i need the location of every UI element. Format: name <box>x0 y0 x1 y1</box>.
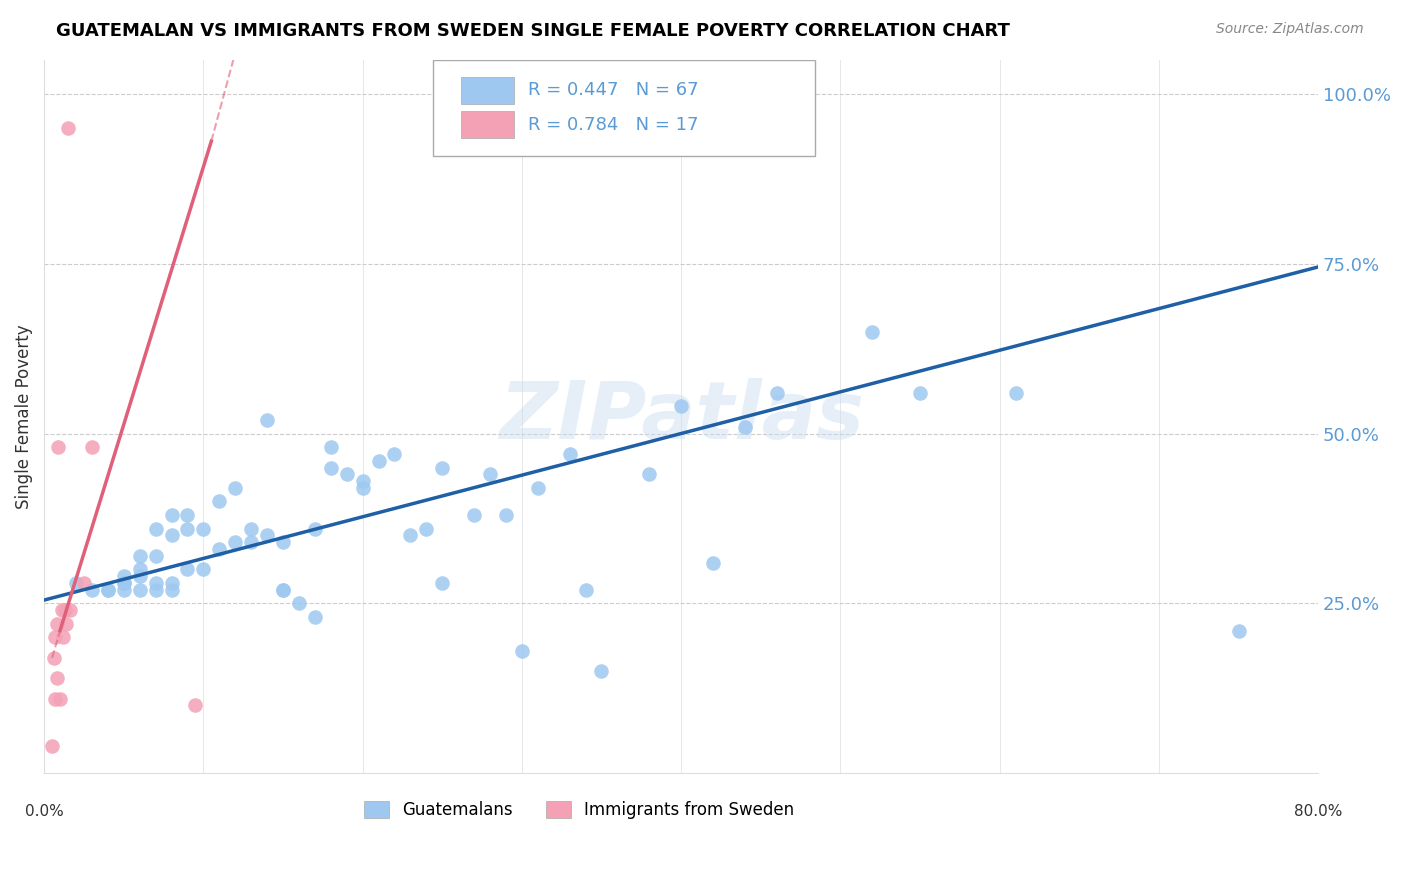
Point <box>352 481 374 495</box>
Point <box>112 576 135 591</box>
Point <box>65 576 87 591</box>
Point <box>638 467 661 482</box>
Point <box>80 440 103 454</box>
Point <box>128 582 150 597</box>
Point <box>479 467 502 482</box>
Point <box>145 522 167 536</box>
Point <box>240 522 263 536</box>
Point <box>45 616 67 631</box>
Point <box>591 665 613 679</box>
Text: 80.0%: 80.0% <box>1294 804 1343 819</box>
Point <box>97 582 120 597</box>
Point <box>908 385 931 400</box>
Point <box>145 582 167 597</box>
Point <box>184 698 207 713</box>
Point <box>51 603 73 617</box>
Point <box>463 508 485 522</box>
Point <box>399 528 422 542</box>
Text: GUATEMALAN VS IMMIGRANTS FROM SWEDEN SINGLE FEMALE POVERTY CORRELATION CHART: GUATEMALAN VS IMMIGRANTS FROM SWEDEN SIN… <box>56 22 1010 40</box>
Point <box>53 603 76 617</box>
Point <box>56 120 79 135</box>
Point <box>415 522 437 536</box>
Point <box>271 535 294 549</box>
Point <box>702 556 724 570</box>
Point <box>336 467 359 482</box>
Point <box>160 582 183 597</box>
Point <box>176 562 198 576</box>
Point <box>45 671 67 685</box>
Text: 0.0%: 0.0% <box>25 804 63 819</box>
FancyBboxPatch shape <box>461 111 515 138</box>
Text: R = 0.784   N = 17: R = 0.784 N = 17 <box>529 116 699 134</box>
Point <box>271 582 294 597</box>
Point <box>319 460 342 475</box>
Point <box>367 453 389 467</box>
Point <box>1004 385 1026 400</box>
Point <box>41 739 63 754</box>
Point <box>176 508 198 522</box>
Point <box>160 508 183 522</box>
Point <box>208 542 231 557</box>
Point <box>240 535 263 549</box>
Legend: Guatemalans, Immigrants from Sweden: Guatemalans, Immigrants from Sweden <box>357 794 801 826</box>
Point <box>55 616 77 631</box>
FancyBboxPatch shape <box>433 60 815 156</box>
Y-axis label: Single Female Poverty: Single Female Poverty <box>15 324 32 508</box>
Point <box>52 631 75 645</box>
Point <box>128 549 150 563</box>
Point <box>48 440 70 454</box>
Point <box>208 494 231 508</box>
Point <box>44 691 66 706</box>
Point <box>1227 624 1250 638</box>
Text: ZIPatlas: ZIPatlas <box>499 377 863 456</box>
Point <box>224 535 246 549</box>
Point <box>319 440 342 454</box>
Point <box>495 508 517 522</box>
Point <box>271 582 294 597</box>
Point <box>288 597 311 611</box>
Point <box>256 413 278 427</box>
Point <box>304 610 326 624</box>
Point <box>58 603 80 617</box>
Point <box>860 325 883 339</box>
Point <box>160 528 183 542</box>
Text: Source: ZipAtlas.com: Source: ZipAtlas.com <box>1216 22 1364 37</box>
Point <box>193 522 215 536</box>
FancyBboxPatch shape <box>461 77 515 103</box>
Point <box>145 576 167 591</box>
Point <box>432 576 454 591</box>
Point <box>224 481 246 495</box>
Point <box>669 400 692 414</box>
Point <box>112 582 135 597</box>
Point <box>734 419 756 434</box>
Point <box>112 576 135 591</box>
Text: R = 0.447   N = 67: R = 0.447 N = 67 <box>529 81 699 99</box>
Point <box>128 569 150 583</box>
Point <box>765 385 787 400</box>
Point <box>527 481 550 495</box>
Point <box>97 582 120 597</box>
Point <box>304 522 326 536</box>
Point <box>193 562 215 576</box>
Point <box>574 582 596 597</box>
Point <box>160 576 183 591</box>
Point <box>176 522 198 536</box>
Point <box>384 447 406 461</box>
Point <box>112 569 135 583</box>
Point <box>73 576 96 591</box>
Point <box>128 562 150 576</box>
Point <box>510 644 533 658</box>
Point <box>352 474 374 488</box>
Point <box>42 651 65 665</box>
Point <box>432 460 454 475</box>
Point <box>256 528 278 542</box>
Point <box>145 549 167 563</box>
Point <box>49 691 72 706</box>
Point <box>80 582 103 597</box>
Point <box>44 631 66 645</box>
Point <box>558 447 581 461</box>
